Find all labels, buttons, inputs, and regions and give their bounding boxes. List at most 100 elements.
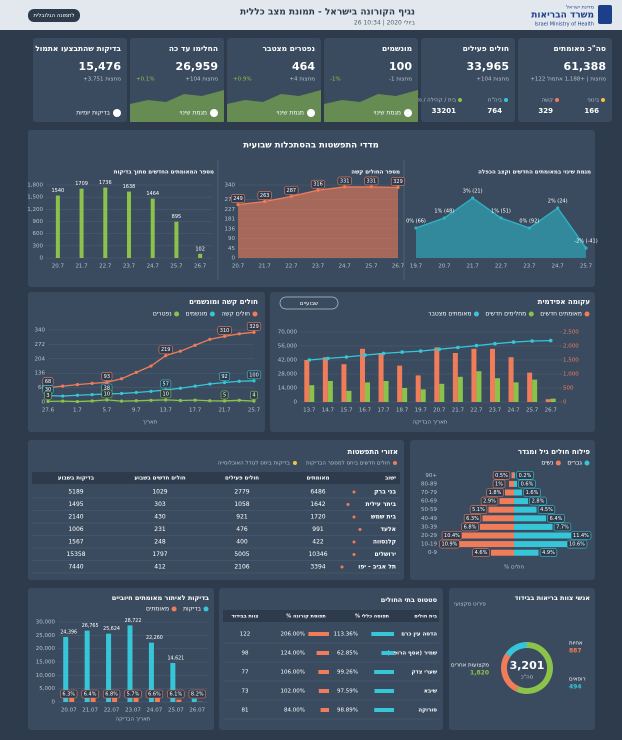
y-tick-label: 600 <box>33 231 44 237</box>
donut-label: אחיות <box>569 641 583 647</box>
state-name: מדינת ישראל <box>566 5 594 11</box>
link-icon[interactable] <box>113 109 121 117</box>
y-tick-label: 10,000 <box>36 673 56 679</box>
kpi-link[interactable]: בדיקות יומיות <box>76 110 110 117</box>
donut-segment <box>501 653 519 692</box>
label-box <box>217 326 232 335</box>
point <box>90 399 94 403</box>
bar <box>378 353 384 402</box>
point <box>119 391 124 396</box>
y-tick-label: 60-69 <box>421 499 437 505</box>
legend-swatch <box>174 311 180 317</box>
bar <box>514 541 567 548</box>
x-tick-label: 13.7 <box>303 408 316 414</box>
y-tick-label: 56,000 <box>278 344 298 350</box>
legend-swatch <box>203 606 209 612</box>
y-tick-label: 42,000 <box>278 358 298 364</box>
link-icon[interactable] <box>404 109 412 117</box>
data-label: 1736 <box>99 180 112 186</box>
x-tick-label: 23.7 <box>123 264 136 270</box>
range-button-label[interactable]: שבועיים <box>300 301 318 307</box>
bar <box>322 357 328 402</box>
point <box>252 330 256 334</box>
table-cell: 400 <box>236 539 248 546</box>
kpi-title: נפטרים מצטבר <box>263 44 316 53</box>
link-icon[interactable] <box>210 109 218 117</box>
data-label: 6.6% <box>148 692 161 698</box>
point <box>584 246 588 250</box>
x-tick-label: 26.7 <box>194 264 207 270</box>
bar <box>170 663 176 702</box>
x-tick-label: 19.7 <box>410 264 423 270</box>
y-tick-label: 20-29 <box>421 533 437 539</box>
kpi-card <box>421 38 515 122</box>
link-icon[interactable] <box>307 109 315 117</box>
bar <box>509 480 514 487</box>
point <box>75 399 80 404</box>
x-tick-label: 25.7 <box>526 408 539 414</box>
kpi-note: +104 מחצות <box>476 77 509 83</box>
data-label: 1% (51) <box>491 209 511 215</box>
y-tick-label: 90 <box>228 236 235 242</box>
chart-subtitle: פירוט מקצועי <box>454 602 486 608</box>
bar <box>198 253 203 258</box>
data-label: 6.3% <box>62 692 75 698</box>
kpi-link[interactable]: מגמת שינוי <box>374 110 401 117</box>
label-box <box>480 496 499 506</box>
table-cell: 10346 <box>308 551 327 558</box>
x-tick-label: 25.7 <box>170 264 183 270</box>
y-tick-label: 272 <box>35 342 46 348</box>
y-tick-label: 204 <box>35 356 46 362</box>
point <box>396 185 400 189</box>
legend-swatch <box>528 311 534 317</box>
data-label: 11.4% <box>573 533 589 539</box>
data-label: 6.1% <box>170 692 183 698</box>
point <box>149 389 153 394</box>
chart-title: פילוח חולים גיל ומגדר <box>518 448 591 456</box>
bar <box>365 382 370 402</box>
bar <box>106 633 112 702</box>
data-label: 331 <box>367 178 377 184</box>
row-dot <box>340 565 344 569</box>
point <box>90 381 94 385</box>
data-label: 24,396 <box>60 629 77 635</box>
point <box>222 380 227 385</box>
label-box <box>284 186 299 195</box>
y-tick-label: 0 <box>294 400 298 406</box>
row-dot <box>352 515 356 519</box>
label-box <box>523 488 541 497</box>
bar <box>127 191 131 258</box>
chart-title: מספר המאומתים החדשים מתוך בדיקות <box>114 170 214 176</box>
column-header: ישוב <box>385 476 396 482</box>
point <box>61 384 65 388</box>
table-cell: 62.85% <box>337 651 358 657</box>
data-label: 1.8% <box>489 490 502 496</box>
kpi-link[interactable]: מגמת שינוי <box>180 110 207 117</box>
table-cell: 476 <box>236 526 248 533</box>
label-box <box>250 390 258 400</box>
bar <box>154 698 160 702</box>
x-tick-label: 22.7 <box>99 264 112 270</box>
data-label: 92 <box>221 374 227 380</box>
legend-label: מאומתים חדשים <box>540 311 582 318</box>
point <box>527 226 531 230</box>
bar <box>191 698 197 702</box>
global-button-label[interactable]: לתמונה הגלובלית <box>33 12 74 19</box>
x-tick-label: 25.7 <box>580 264 593 270</box>
y-tick-label: 40-49 <box>421 516 437 522</box>
range-button[interactable] <box>279 296 339 310</box>
kpi-link[interactable]: מגמת שינוי <box>277 110 304 117</box>
data-label: 102 <box>195 246 205 252</box>
table-cell: 422 <box>312 539 324 546</box>
donut-label: מקצועות אחרים <box>451 663 489 669</box>
kpi-note: +104 מחצות <box>185 77 218 83</box>
kpi-title: החלימו עד כה <box>169 44 218 53</box>
label-box <box>188 689 206 699</box>
bar <box>514 549 539 556</box>
global-button[interactable] <box>28 9 80 22</box>
y-tick-label: 900 <box>33 219 44 225</box>
point <box>222 334 227 338</box>
x-tick-label: 24.7 <box>552 264 565 270</box>
table-cell: 106.00% <box>281 670 305 676</box>
point <box>237 332 241 336</box>
